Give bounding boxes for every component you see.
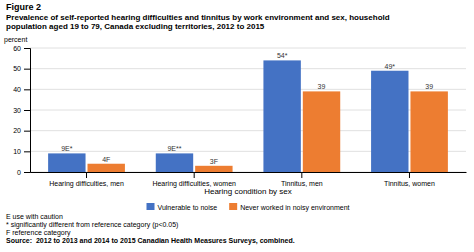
subtitle-line: population aged 19 to 79, Canada excludi… xyxy=(6,22,265,31)
legend-label: Vulnerable to noise xyxy=(158,204,218,211)
x-tick-mark xyxy=(86,172,87,178)
x-tick-label: Hearing difficulties, men xyxy=(49,180,124,188)
grid-line xyxy=(30,68,466,69)
y-tick: 30 xyxy=(13,107,30,114)
y-tick-mark xyxy=(24,131,30,132)
annotation: F reference category xyxy=(6,229,71,237)
y-tick-label: 40 xyxy=(13,86,21,93)
annotation: E use with caution xyxy=(6,213,63,220)
y-tick-label: 50 xyxy=(13,65,21,72)
y-axis: 0 10 20 30 40 50 60 xyxy=(13,45,30,176)
data-label: 54* xyxy=(277,52,288,59)
bar xyxy=(156,153,193,172)
data-label: 4F xyxy=(102,156,110,163)
annotation: * significantly different from reference… xyxy=(6,221,178,229)
bar xyxy=(48,153,85,172)
x-tick-label: Tinnitus, men xyxy=(281,180,323,187)
bar xyxy=(410,91,447,172)
legend-item: Never worked in noisy environment xyxy=(229,203,349,212)
y-tick: 40 xyxy=(13,86,30,93)
y-tick-label: 30 xyxy=(13,107,21,114)
x-tick-mark xyxy=(194,172,195,178)
y-tick: 50 xyxy=(13,65,30,72)
x-axis-line xyxy=(31,172,467,173)
y-tick: 60 xyxy=(13,45,30,52)
subtitle-line: Prevalence of self-reported hearing diff… xyxy=(6,13,390,22)
y-tick-label: 20 xyxy=(13,127,21,134)
legend: Vulnerable to noise Never worked in noisy… xyxy=(147,203,350,212)
data-label: 9E** xyxy=(167,145,181,152)
legend-label: Never worked in noisy environment xyxy=(240,204,349,212)
grid-line xyxy=(30,48,466,49)
legend-swatch xyxy=(147,203,155,210)
y-tick: 10 xyxy=(13,148,30,155)
x-tick: Tinnitus, men xyxy=(281,172,323,187)
data-label: 39 xyxy=(318,83,326,90)
legend-item: Vulnerable to noise xyxy=(147,203,218,211)
data-label: 49* xyxy=(385,63,396,70)
y-tick-label: 60 xyxy=(13,45,21,52)
x-tick-label: Tinnitus, women xyxy=(384,180,435,187)
bar xyxy=(303,91,340,172)
x-tick: Hearing difficulties, men xyxy=(49,172,124,188)
x-tick-mark xyxy=(409,172,410,178)
subtitle: Prevalence of self-reported hearing diff… xyxy=(6,13,390,31)
x-tick: Tinnitus, women xyxy=(384,172,435,187)
x-axis: Hearing difficulties, men Hearing difficu… xyxy=(31,172,467,188)
y-tick-mark xyxy=(24,89,30,90)
y-tick-label: 10 xyxy=(13,148,21,155)
data-label: 39 xyxy=(425,83,433,90)
data-label: 3F xyxy=(210,158,218,165)
chart: Figure 2Prevalence of self-reported hear… xyxy=(0,0,474,252)
y-axis-line xyxy=(24,49,31,173)
y-axis-title: percent xyxy=(4,36,27,44)
bar xyxy=(263,60,300,172)
y-tick-mark xyxy=(24,69,30,70)
y-tick-mark xyxy=(24,110,30,111)
annotation: Source: 2012 to 2013 and 2014 to 2015 Ca… xyxy=(6,237,295,245)
bar xyxy=(88,164,125,172)
legend-swatch xyxy=(229,203,237,210)
bar xyxy=(195,166,232,172)
x-axis-title: Hearing condition by sex xyxy=(204,187,292,196)
y-tick-label: 0 xyxy=(17,169,21,176)
bar xyxy=(371,71,408,172)
y-tick-mark xyxy=(24,151,30,152)
title: Figure 2 xyxy=(6,2,41,12)
y-tick-mark xyxy=(24,48,30,49)
y-tick: 0 xyxy=(17,169,30,176)
data-label: 9E* xyxy=(61,145,73,152)
x-tick-mark xyxy=(301,172,302,178)
y-tick-mark xyxy=(24,172,30,173)
y-tick: 20 xyxy=(13,127,30,134)
x-tick: Hearing difficulties, women xyxy=(152,172,236,188)
